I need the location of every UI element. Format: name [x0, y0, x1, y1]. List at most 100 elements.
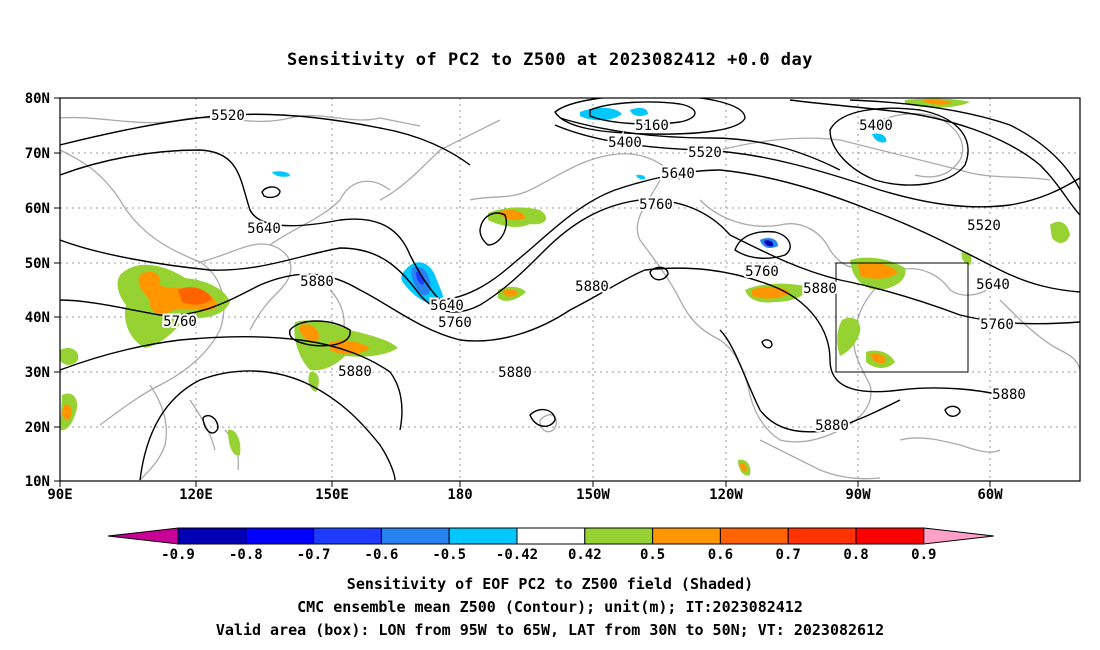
positive-shade [502, 289, 518, 297]
lon-label: 150W [576, 487, 610, 503]
positive-shade [60, 348, 79, 365]
lat-label: 50N [25, 256, 50, 272]
colorbar-tick-label: -0.9 [161, 547, 195, 563]
colorbar-high-arrow [923, 527, 994, 545]
contour-label: 5760 [438, 315, 472, 331]
contour-label: 5520 [688, 145, 722, 161]
height-contours [60, 98, 1080, 481]
contour-east-upper [789, 99, 1080, 216]
colorbar-tick-label: -0.7 [297, 547, 331, 563]
colorbar-low-arrow [107, 527, 179, 545]
longitude-labels: 90E 120E 150E 180 150W 120W 90W 60W [47, 487, 1003, 503]
lon-label: 90W [845, 487, 871, 503]
positive-shade [858, 262, 898, 279]
colorbar-tick-label: -0.42 [496, 547, 538, 563]
colorbar-swatch [313, 527, 382, 545]
lon-label: 60W [977, 487, 1003, 503]
contour-label: 5640 [976, 277, 1010, 293]
lon-label: 120W [709, 487, 743, 503]
caption-shading: Sensitivity of EOF PC2 to Z500 field (Sh… [346, 575, 754, 593]
contour-small-ring [288, 320, 351, 347]
contour-label: 5640 [661, 166, 695, 182]
colorbar-swatch [584, 527, 654, 545]
contour-small-ring [479, 212, 507, 246]
contour-5520-west [60, 113, 471, 166]
positive-shade [498, 210, 526, 220]
contour-label: 5880 [498, 365, 532, 381]
colorbar-tick-label: 0.9 [911, 547, 936, 563]
contour-small-ring [261, 186, 281, 199]
contour-low-inner [589, 101, 696, 125]
colorbar-swatch [177, 527, 247, 545]
contour-east-upper2 [849, 99, 1080, 191]
contour-label: 5760 [745, 264, 779, 280]
colorbar-tick-label: -0.8 [229, 547, 263, 563]
contour-5880-main [60, 269, 646, 342]
contour-label: 5760 [980, 317, 1014, 333]
positive-shade [62, 404, 72, 420]
positive-shade [228, 429, 241, 456]
colorbar-tick-label: 0.6 [708, 547, 733, 563]
plot-frame [59, 97, 1081, 482]
contour-5640-west [60, 149, 721, 301]
lat-label: 60N [25, 201, 50, 217]
colorbar: -0.9 -0.8 -0.7 -0.6 -0.5 -0.42 0.42 0.5 0.6 0.7 0.… [107, 527, 994, 563]
negative-shade [636, 174, 646, 180]
contour-5400-polar [559, 117, 841, 171]
gridlines [60, 98, 1080, 481]
colorbar-swatch [380, 527, 450, 545]
negative-shade [872, 133, 887, 143]
contour-5880-south [60, 335, 403, 431]
contour-5760-west [60, 199, 731, 313]
sensitivity-shading [60, 98, 1070, 476]
positive-shade [178, 287, 212, 305]
colorbar-tick-label: 0.7 [776, 547, 801, 563]
colorbar-swatch [516, 527, 586, 545]
colorbar-swatch [855, 527, 925, 545]
contour-label: 5520 [211, 108, 245, 124]
positive-shade [837, 317, 861, 356]
contour-label: 5880 [803, 281, 837, 297]
colorbar-swatch [448, 527, 518, 545]
positive-shade [299, 324, 319, 342]
contour-label: 5760 [639, 197, 673, 213]
colorbar-swatch [787, 527, 857, 545]
colorbar-tick-label: 0.42 [568, 547, 602, 563]
contour-label: 5760 [163, 314, 197, 330]
contour-label: 5160 [635, 118, 669, 134]
contour-label: 5880 [815, 418, 849, 434]
contour-label: 5640 [247, 221, 281, 237]
positive-shade [922, 99, 952, 105]
positive-shade [308, 371, 319, 392]
negative-shade [764, 240, 774, 247]
negative-shade [630, 107, 648, 117]
contour-label: 5400 [608, 135, 642, 151]
lon-label: 90E [47, 487, 72, 503]
contour-label: 5880 [992, 387, 1026, 403]
contour-5880-east [644, 267, 1001, 396]
lon-label: 120E [179, 487, 213, 503]
negative-shade [272, 171, 290, 177]
colorbar-tick-label: -0.5 [432, 547, 466, 563]
contour-small-ring [734, 230, 791, 259]
contour-label: 5520 [967, 218, 1001, 234]
map-plot-area: 5520 5160 5400 5520 5640 5760 5400 5520 … [60, 98, 1080, 481]
caption-contour: CMC ensemble mean Z500 (Contour); unit(m… [297, 598, 803, 616]
contour-label: 5880 [575, 279, 609, 295]
contour-5520-polar [554, 124, 1080, 208]
lon-label: 180 [447, 487, 472, 503]
lat-label: 10N [25, 474, 50, 490]
lon-label: 150E [315, 487, 349, 503]
contour-low-5400-east [829, 107, 969, 186]
colorbar-swatch [652, 527, 721, 545]
valid-area-box [835, 262, 969, 373]
contour-label: 5400 [859, 118, 893, 134]
contour-label: 5880 [300, 274, 334, 290]
latitude-labels: 80N 70N 60N 50N 40N 30N 20N 10N [25, 91, 50, 490]
negative-shade [580, 107, 622, 121]
contour-low-5160 [554, 98, 746, 135]
lat-label: 40N [25, 310, 50, 326]
lat-label: 70N [25, 146, 50, 162]
contour-small-ring [944, 405, 961, 417]
